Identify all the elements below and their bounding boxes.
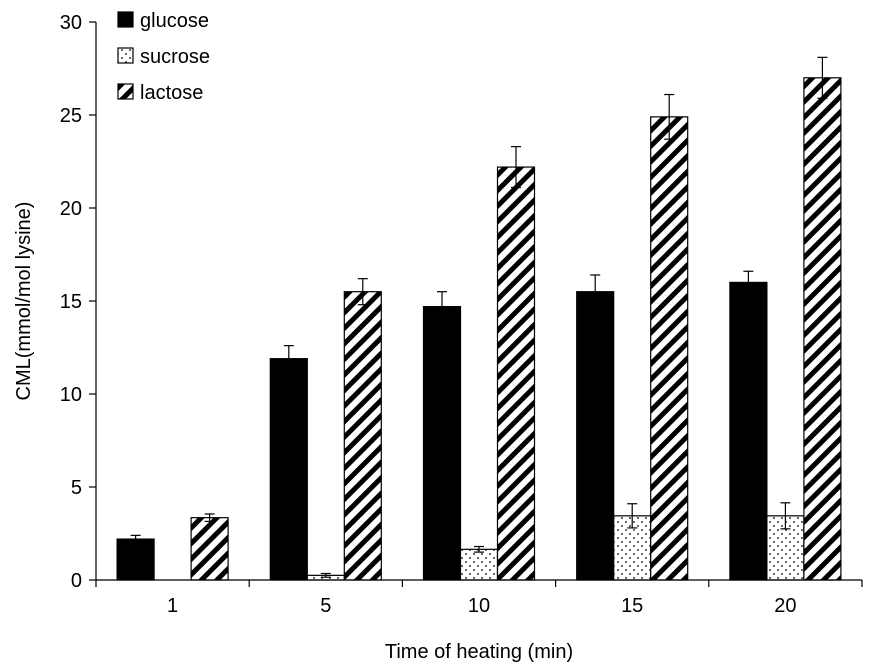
y-tick-label: 30 bbox=[60, 12, 82, 34]
legend-swatch-glucose bbox=[117, 11, 134, 28]
y-tick-label: 5 bbox=[71, 477, 82, 499]
y-tick-label: 15 bbox=[60, 291, 82, 313]
bar-lactose bbox=[803, 77, 842, 581]
y-axis-title: CML(mmol/mol lysine) bbox=[13, 202, 35, 401]
y-tick-label: 0 bbox=[71, 570, 82, 592]
legend-label-glucose: glucose bbox=[140, 10, 209, 32]
bar-lactose bbox=[190, 517, 229, 581]
bar-sucrose bbox=[459, 548, 499, 581]
bar-lactose bbox=[496, 166, 536, 581]
plot-area bbox=[116, 56, 842, 581]
y-tick-label: 10 bbox=[60, 384, 82, 406]
bar-glucose bbox=[116, 538, 155, 581]
bar-lactose bbox=[343, 291, 382, 581]
legend-label-lactose: lactose bbox=[140, 82, 203, 104]
bar-glucose bbox=[269, 358, 308, 581]
x-tick-label: 1 bbox=[167, 595, 178, 617]
bar-lactose bbox=[650, 116, 689, 581]
x-axis: 1 5 10 15 20 bbox=[95, 579, 863, 617]
x-tick-label: 5 bbox=[320, 595, 331, 617]
y-tick-label: 20 bbox=[60, 198, 82, 220]
x-tick-label: 10 bbox=[468, 595, 490, 617]
bar-glucose bbox=[729, 281, 768, 581]
legend: glucose sucrose lactose bbox=[117, 10, 210, 104]
bar-glucose bbox=[576, 291, 615, 581]
legend-label-sucrose: sucrose bbox=[140, 46, 210, 68]
x-tick-label: 15 bbox=[621, 595, 643, 617]
y-tick-label: 25 bbox=[60, 105, 82, 127]
y-axis: 0 5 10 15 20 25 30 bbox=[60, 12, 97, 592]
x-tick-label: 20 bbox=[774, 595, 796, 617]
legend-swatch-sucrose bbox=[117, 47, 134, 64]
bar-glucose bbox=[422, 305, 462, 581]
legend-swatch-lactose bbox=[117, 83, 134, 100]
x-axis-title: Time of heating (min) bbox=[385, 641, 573, 663]
